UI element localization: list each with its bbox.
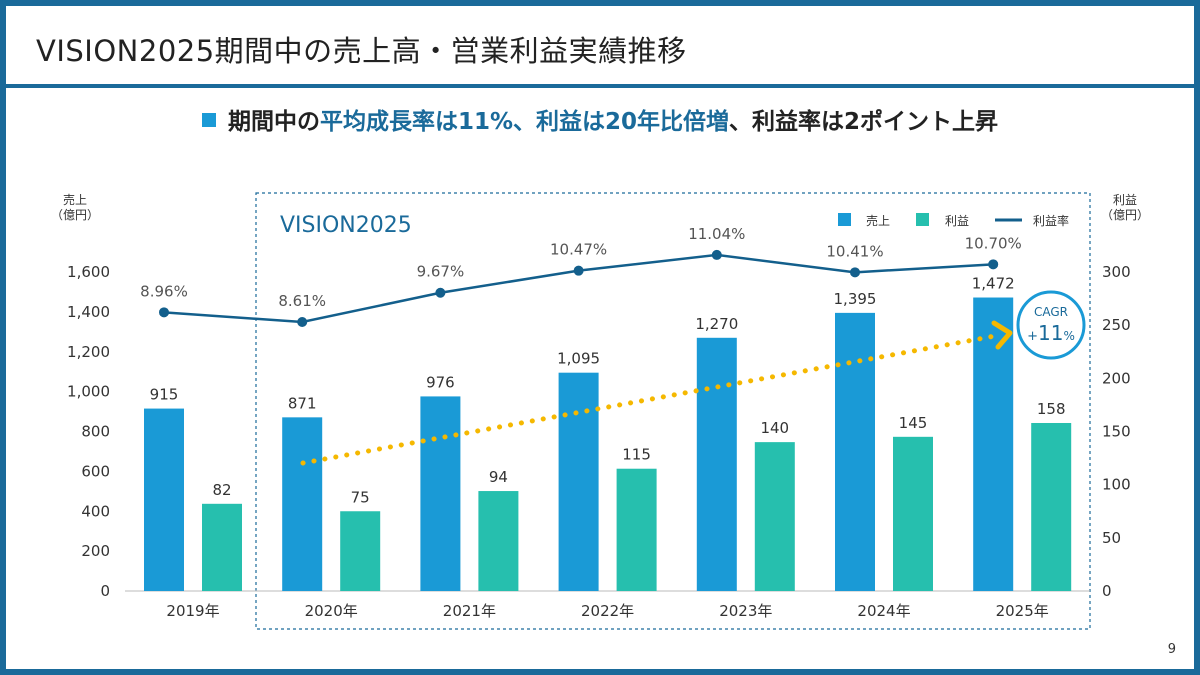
margin-data-label: 8.96% [140,282,188,300]
profit-bar [893,436,933,591]
margin-point [297,317,308,327]
right-axis-label-2: （億円） [1101,208,1149,222]
left-axis-tick: 1,600 [67,263,110,281]
profit-bar [1031,422,1072,591]
right-axis-label-1: 利益 [1113,193,1137,207]
x-axis-tick: 2020年 [305,602,358,620]
margin-data-label: 10.41% [826,242,883,260]
sales-data-label: 976 [426,373,455,391]
x-axis-tick: 2025年 [996,602,1049,620]
subtitle: 期間中の平均成長率は11%、利益は20年比倍増、利益率は2ポイント上昇 [6,102,1194,136]
profit-bar [202,503,242,591]
margin-point [573,265,584,276]
sales-data-label: 915 [150,386,179,404]
margin-point [850,267,860,278]
subtitle-part3: 、利益率は2ポイント上昇 [729,109,999,135]
left-axis-tick: 1,400 [67,303,110,321]
profit-data-label: 140 [760,419,789,437]
legend-profit-swatch [916,213,929,226]
margin-data-label: 8.61% [278,292,326,310]
sales-bar [144,408,184,591]
margin-point [988,259,999,270]
cagr-label: CAGR [1034,305,1068,319]
left-axis-tick: 1,200 [67,343,110,361]
margin-data-label: 11.04% [688,225,745,243]
right-axis-tick: 100 [1102,476,1131,494]
title-bar: VISION2025期間中の売上高・営業利益実績推移 [6,6,1194,88]
cagr-circle [1016,290,1086,360]
arrowhead-icon [991,320,1013,350]
left-axis-label-1: 売上 [63,192,87,207]
cagr-sign: + [1027,329,1038,344]
left-axis-tick: 200 [81,542,110,560]
profit-data-label: 94 [489,468,508,486]
x-axis-tick: 2022年 [581,602,634,620]
margin-line [163,253,994,324]
cagr-dotted-arrow [300,333,998,466]
legend-sales-swatch [838,213,851,226]
sales-bar [973,297,1014,591]
vision-period-label: VISION2025 [280,213,412,238]
sales-data-label: 1,395 [834,290,877,308]
right-axis-tick: 50 [1102,529,1121,547]
legend-profit-label: 利益 [945,214,969,228]
legend-sales-label: 売上 [866,213,890,228]
page-title: VISION2025期間中の売上高・営業利益実績推移 [36,34,687,68]
margin-point [159,307,169,318]
subtitle-highlight: 平均成長率は11%、利益は20年比倍増 [319,109,730,135]
left-axis-tick: 0 [100,582,110,600]
left-axis-tick: 800 [81,423,110,441]
profit-bar [754,442,795,591]
margin-data-label: 10.47% [550,241,607,259]
left-axis-tick: 400 [81,502,110,520]
profit-data-label: 75 [351,488,370,506]
margin-point [711,249,722,260]
vision-period-box [255,192,1091,630]
x-axis-tick: 2023年 [719,602,772,620]
profit-bar [340,511,381,591]
x-axis-tick: 2019年 [166,602,219,620]
legend: 売上 利益 利益率 [838,213,1069,228]
sales-data-label: 871 [288,394,317,412]
sales-data-label: 1,270 [695,315,738,333]
right-axis-tick: 0 [1102,582,1112,600]
subtitle-part1: 期間中の [227,109,320,135]
profit-bar [478,491,519,591]
x-axis-tick: 2024年 [857,602,910,620]
left-axis-label-2: （億円） [51,208,99,222]
cagr-unit: % [1063,329,1074,343]
margin-data-label: 9.67% [417,263,465,281]
sales-bar [696,337,737,591]
profit-data-label: 82 [212,481,231,499]
sales-bar [420,396,461,591]
profit-data-label: 145 [899,414,928,432]
left-axis-tick: 600 [81,462,110,480]
profit-data-label: 115 [622,446,651,464]
right-axis-tick: 250 [1102,316,1131,334]
sales-bar [282,417,323,591]
margin-data-label: 10.70% [965,234,1022,252]
cagr-badge: CAGR +11% [1016,290,1086,360]
legend-margin-label: 利益率 [1033,213,1069,228]
margin-point [435,287,446,298]
cagr-value: +11% [1027,321,1075,345]
sales-bar [558,372,599,591]
page-number: 9 [1167,642,1176,657]
right-axis-tick: 200 [1102,369,1131,387]
right-axis-tick: 150 [1102,423,1131,441]
sales-bar [835,312,875,591]
right-axis-tick: 300 [1102,263,1131,281]
profit-data-label: 158 [1037,400,1066,418]
sales-data-label: 1,472 [972,275,1015,293]
sales-data-label: 1,095 [557,350,600,368]
left-axis-tick: 1,000 [67,383,110,401]
cagr-number: 11 [1038,321,1063,345]
profit-bar [616,468,657,591]
bullet-square-icon [201,113,216,127]
x-axis-tick: 2021年 [443,602,496,620]
